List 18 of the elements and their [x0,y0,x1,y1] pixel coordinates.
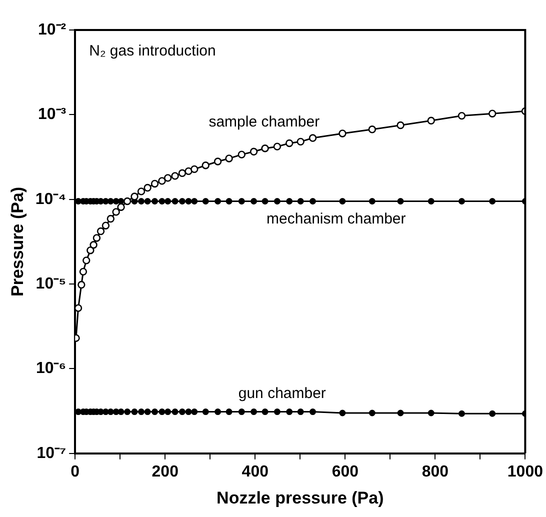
x-tick-label: 800 [422,463,449,480]
x-tick-label: 200 [152,463,179,480]
y-tick-label: 10⁻⁷ [36,444,66,462]
x-tick-label: 600 [332,463,359,480]
x-tick-label: 0 [70,463,80,480]
series-label: mechanism chamber [266,210,406,228]
y-axis-title: Pressure (Pa) [8,186,27,297]
series-label: gun chamber [238,384,326,402]
x-axis-title: Nozzle pressure (Pa) [216,488,384,508]
y-tick-label: 10⁻⁵ [36,275,66,292]
x-tick-label: 1000 [507,463,544,480]
y-tick-label: 10⁻³ [38,106,66,124]
y-tick-label: 10⁻² [38,21,66,38]
y-tick-label: 10⁻⁴ [35,190,66,208]
y-tick-label: 10⁻⁶ [36,360,66,378]
x-tick-label: 400 [242,463,269,480]
series-label: sample chamber [208,114,320,131]
annotation: N₂ gas introduction [89,42,216,60]
